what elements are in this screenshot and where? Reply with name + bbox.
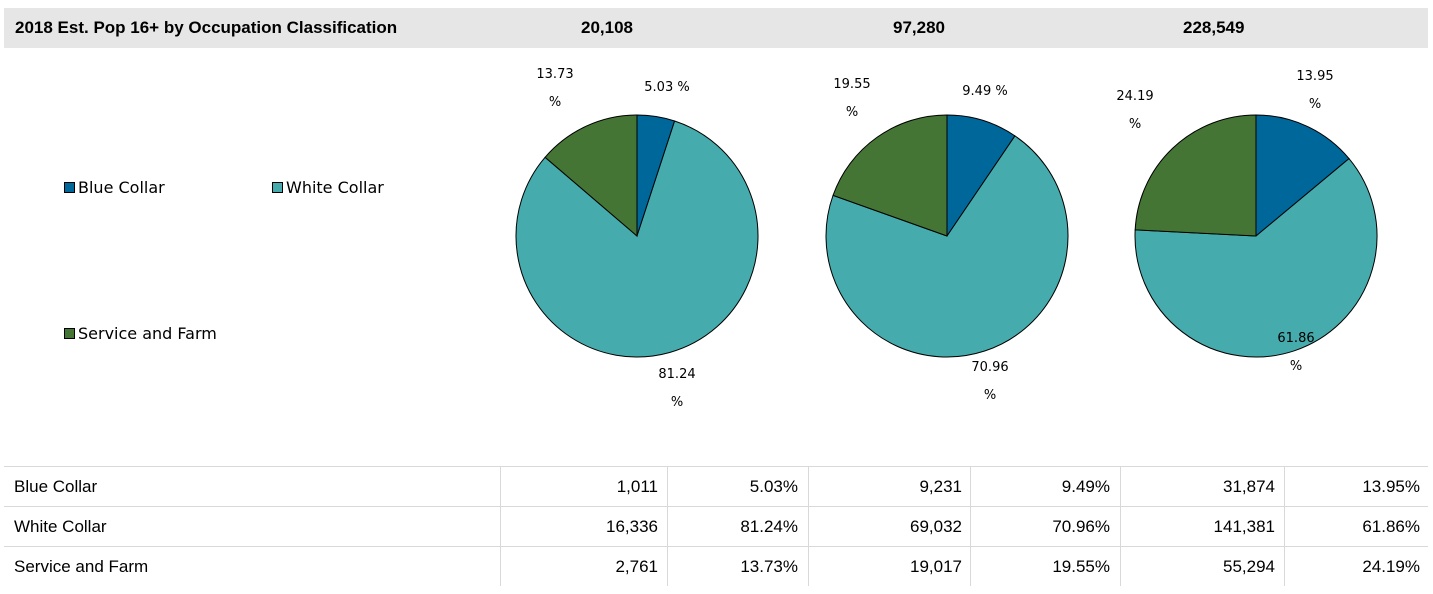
cell-percent-1: 5.03%: [749, 477, 798, 496]
legend-label-blue-collar: Blue Collar: [78, 178, 165, 197]
column-divider: [500, 507, 501, 546]
cell-percent-3: 13.95%: [1362, 477, 1420, 496]
pie-label-service-and-farm: 19.55%: [833, 77, 870, 120]
header-total-3: 228,549: [1183, 18, 1245, 37]
table-row: White Collar 16,336 81.24% 69,032 70.96%…: [4, 506, 1428, 546]
cell-percent-2: 9.49%: [1061, 477, 1110, 496]
cell-percent-1: 81.24%: [740, 517, 798, 536]
pie-label-blue-collar: 5.03 %: [644, 80, 689, 95]
pie-slice-white-collar: [825, 135, 1069, 358]
column-divider: [667, 467, 668, 506]
legend-item-blue-collar: Blue Collar: [64, 178, 165, 197]
column-divider: [500, 547, 501, 586]
column-divider: [1284, 467, 1285, 506]
pie-chart-1: 5.03 % 81.24 % 13.73%: [515, 67, 759, 410]
column-divider: [500, 467, 501, 506]
row-label: White Collar: [14, 517, 107, 536]
legend-item-service-and-farm: Service and Farm: [64, 324, 217, 343]
column-divider: [970, 507, 971, 546]
column-divider: [970, 547, 971, 586]
cell-count-1: 1,011: [616, 477, 658, 496]
pie-label-white-collar: 61.86%: [1277, 331, 1314, 374]
cell-count-2: 19,017: [910, 557, 962, 576]
cell-percent-3: 61.86%: [1362, 517, 1420, 536]
column-divider: [1120, 467, 1121, 506]
pie-slice-service-and-farm: [1134, 114, 1257, 237]
cell-count-3: 31,874: [1223, 477, 1275, 496]
pie-label-blue-collar: 13.95%: [1296, 69, 1333, 112]
column-divider: [667, 507, 668, 546]
legend-swatch-white-collar: [272, 182, 283, 193]
table-row: Blue Collar 1,011 5.03% 9,231 9.49% 31,8…: [4, 466, 1428, 506]
column-divider: [1284, 507, 1285, 546]
cell-count-3: 141,381: [1213, 517, 1275, 536]
pie-label-service-and-farm: 24.19%: [1116, 89, 1153, 132]
table-header: 2018 Est. Pop 16+ by Occupation Classifi…: [4, 8, 1428, 48]
pie-label-white-collar: 70.96%: [971, 360, 1008, 403]
table-row: Service and Farm 2,761 13.73% 19,017 19.…: [4, 546, 1428, 586]
cell-percent-3: 24.19%: [1362, 557, 1420, 576]
row-label: Blue Collar: [14, 477, 98, 496]
pie-slice-white-collar: [515, 120, 759, 358]
data-table: Blue Collar 1,011 5.03% 9,231 9.49% 31,8…: [4, 466, 1428, 586]
legend-swatch-service-and-farm: [64, 328, 75, 339]
pie-chart-3: 13.95 % 61.86 % 24.19%: [1116, 69, 1378, 374]
column-divider: [970, 467, 971, 506]
cell-count-1: 2,761: [615, 557, 658, 576]
pie-label-service-and-farm: 13.73%: [536, 67, 573, 110]
column-divider: [808, 507, 809, 546]
legend-swatch-blue-collar: [64, 182, 75, 193]
cell-percent-1: 13.73%: [740, 557, 798, 576]
column-divider: [808, 547, 809, 586]
cell-count-1: 16,336: [606, 517, 658, 536]
column-divider: [1120, 547, 1121, 586]
column-divider: [1120, 507, 1121, 546]
legend-item-white-collar: White Collar: [272, 178, 384, 197]
header-total-1: 20,108: [581, 18, 633, 37]
cell-count-2: 9,231: [919, 477, 962, 496]
pie-slice-service-and-farm: [832, 114, 948, 237]
header-title: 2018 Est. Pop 16+ by Occupation Classifi…: [15, 18, 398, 37]
cell-count-2: 69,032: [910, 517, 962, 536]
cell-count-3: 55,294: [1223, 557, 1275, 576]
column-divider: [1284, 547, 1285, 586]
pie-label-blue-collar: 9.49 %: [962, 84, 1007, 99]
row-label: Service and Farm: [14, 557, 149, 576]
column-divider: [808, 467, 809, 506]
cell-percent-2: 70.96%: [1052, 517, 1110, 536]
pie-slice-blue-collar: [1255, 114, 1350, 238]
legend-label-service-and-farm: Service and Farm: [78, 324, 217, 343]
pie-slice-service-and-farm: [544, 114, 638, 238]
pie-slice-white-collar: [1134, 157, 1378, 358]
legend-label-white-collar: White Collar: [286, 178, 384, 197]
cell-percent-2: 19.55%: [1052, 557, 1110, 576]
pie-chart-2: 9.49 % 70.96 % 19.55%: [825, 77, 1069, 403]
pie-label-white-collar: 81.24%: [658, 367, 695, 410]
column-divider: [667, 547, 668, 586]
header-total-2: 97,280: [893, 18, 945, 37]
